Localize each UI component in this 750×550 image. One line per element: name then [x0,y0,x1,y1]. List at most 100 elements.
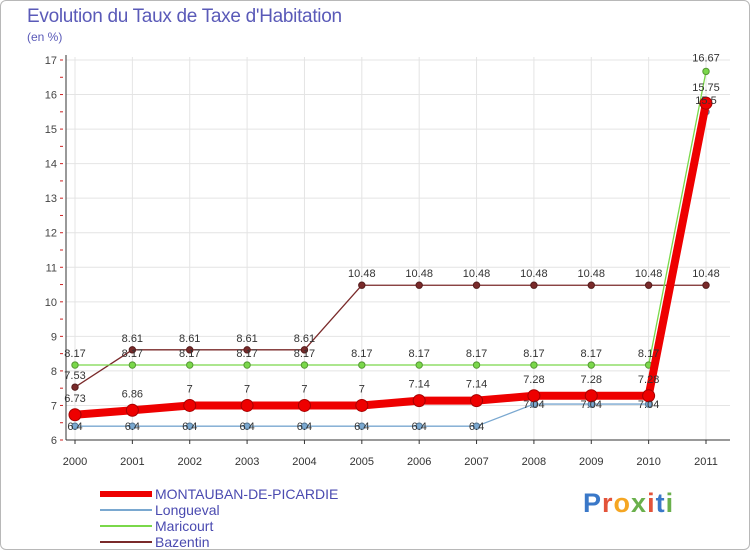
legend-swatch-bazentin [100,541,152,543]
data-label-maricourt: 16.67 [692,52,720,64]
y-tick-label: 7 [51,400,57,412]
data-point-maricourt [300,361,309,369]
y-tick-label: 14 [45,159,57,171]
data-point-bazentin [358,281,366,289]
data-label-longueval: 6.4 [182,421,197,433]
data-label-maricourt: 8.17 [581,348,602,360]
x-tick-label: 2005 [350,456,374,468]
data-point-longueval [243,422,251,430]
data-point-longueval [472,422,481,430]
data-point-maricourt [472,361,481,369]
legend-swatch-longueval [100,509,152,511]
x-tick-label: 2008 [522,456,546,468]
data-point-montauban-de-picardie [125,403,139,417]
data-point-maricourt [587,361,595,369]
legend-label-maricourt: Maricourt [155,518,214,534]
data-point-bazentin [530,281,538,289]
data-point-bazentin [472,281,481,289]
data-label-bazentin: 8.61 [179,333,200,345]
x-tick-label: 2011 [694,456,718,468]
y-tick-label: 9 [51,331,57,343]
data-label-montauban-de-picardie: 7.28 [581,374,602,386]
data-label-montauban-de-picardie: 7 [359,383,365,395]
data-point-bazentin [644,281,653,289]
data-point-longueval [358,422,366,430]
y-tick-label: 16 [45,90,57,102]
data-point-bazentin [186,346,194,354]
data-point-maricourt [71,361,79,369]
data-label-bazentin: 10.48 [578,268,606,280]
data-label-longueval: 6.4 [354,421,369,433]
x-tick-label: 2001 [120,456,144,468]
x-tick-label: 2007 [464,456,488,468]
data-label-longueval: 6.4 [297,421,312,433]
chart-subtitle: (en %) [27,30,63,44]
data-label-longueval: 6.4 [412,421,427,433]
data-label-maricourt: 8.17 [236,348,257,360]
legend-swatch-montauban [100,491,152,497]
x-tick-label: 2003 [235,456,259,468]
y-tick-label: 12 [45,228,57,240]
data-point-montauban-de-picardie [297,398,311,412]
data-label-maricourt: 8.17 [294,348,315,360]
data-point-montauban-de-picardie [699,96,713,110]
data-point-bazentin [415,281,423,289]
data-point-maricourt [530,361,538,369]
logo-letter: t [655,488,666,518]
data-point-bazentin [71,383,79,391]
data-label-bazentin: 10.48 [692,268,720,280]
data-label-longueval: 7.04 [638,399,659,411]
data-point-longueval [71,422,79,430]
x-tick-label: 2010 [636,456,660,468]
data-point-montauban-de-picardie [240,398,254,412]
legend-swatch-maricourt [100,525,152,527]
data-label-montauban-de-picardie: 6.86 [122,388,143,400]
data-label-montauban-de-picardie: 7.28 [523,374,544,386]
series-line-longueval [75,111,707,427]
data-label-longueval: 7.04 [523,399,544,411]
y-tick-label: 17 [45,55,57,67]
data-point-montauban-de-picardie [470,394,484,408]
data-label-longueval: 6.4 [67,421,82,433]
data-point-maricourt [186,361,194,369]
data-label-bazentin: 8.61 [122,333,143,345]
series-line-bazentin [74,284,706,388]
y-tick-label: 6 [51,435,57,447]
data-point-maricourt [243,361,251,369]
legend-label-bazentin: Bazentin [155,534,210,550]
data-point-bazentin [128,346,137,354]
data-point-maricourt [702,67,710,76]
legend-label-longueval: Longueval [155,502,220,518]
data-point-maricourt [415,361,423,369]
logo-letter: P [583,488,603,518]
series-line-maricourt [75,71,707,366]
data-point-bazentin [702,281,710,289]
data-point-montauban-de-picardie [642,389,656,403]
x-tick-label: 2006 [407,456,431,468]
x-tick-label: 2000 [63,456,87,468]
data-label-longueval: 6.4 [469,421,484,433]
data-label-longueval: 15.5 [695,95,716,107]
data-point-montauban-de-picardie [527,389,541,403]
logo-letter: o [613,488,632,518]
x-tick-label: 2002 [177,456,201,468]
data-label-maricourt: 8.17 [408,348,429,360]
x-tick-label: 2004 [292,456,316,468]
data-label-montauban-de-picardie: 7 [301,383,307,395]
logo-letter: i [647,488,656,518]
data-point-montauban-de-picardie [355,398,369,412]
data-point-montauban-de-picardie [68,408,82,422]
data-label-bazentin: 10.48 [520,268,548,280]
data-point-longueval [186,422,194,430]
y-tick-label: 13 [45,193,57,205]
data-label-montauban-de-picardie: 7.28 [638,374,659,386]
data-label-maricourt: 8.17 [466,348,487,360]
data-point-maricourt [128,361,137,369]
chart-title: Evolution du Taux de Taxe d'Habitation [27,6,342,27]
proxiti-logo[interactable]: Proxiti [583,488,674,519]
y-tick-label: 15 [45,124,57,136]
data-label-bazentin: 10.48 [405,268,433,280]
data-label-maricourt: 8.17 [351,348,372,360]
y-tick-label: 10 [45,297,57,309]
data-point-montauban-de-picardie [412,394,426,408]
